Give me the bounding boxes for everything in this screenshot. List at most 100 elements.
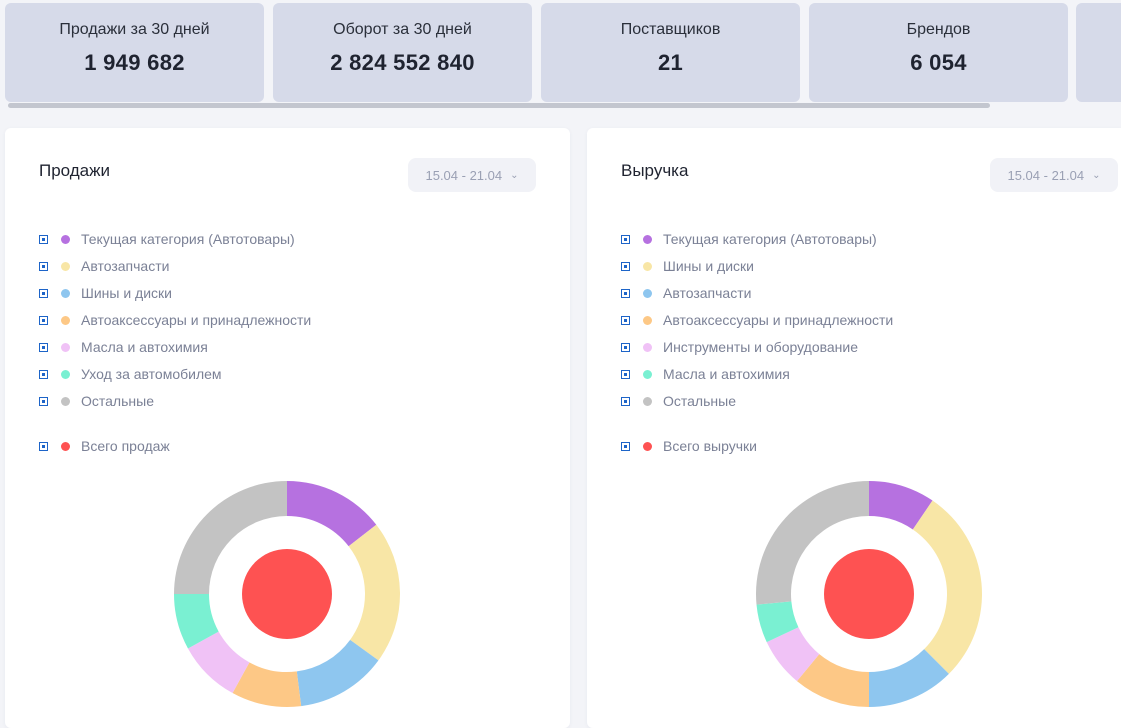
revenue-donut-chart: [756, 481, 982, 707]
legend-item[interactable]: Остальные: [39, 392, 154, 410]
legend-dot: [643, 315, 652, 325]
panel-title: Выручка: [621, 161, 689, 180]
date-range-select[interactable]: 15.04 - 21.04 ⌄: [990, 158, 1118, 192]
stat-card-suppliers: Поставщиков 21: [541, 3, 800, 102]
legend-item[interactable]: Текущая категория (Автотовары): [621, 230, 877, 248]
legend-item[interactable]: Масла и автохимия: [39, 338, 208, 356]
stat-label: Продажи за 30 дней: [59, 21, 210, 38]
legend-dot: [643, 342, 652, 352]
legend-item[interactable]: Шины и диски: [39, 284, 172, 302]
legend-label: Инструменты и оборудование: [663, 339, 859, 355]
sales-donut-chart: [174, 481, 400, 707]
checkbox-icon[interactable]: [621, 315, 630, 325]
checkbox-icon[interactable]: [39, 396, 48, 406]
legend-label: Текущая категория (Автотовары): [663, 231, 877, 247]
checkbox-icon[interactable]: [39, 234, 48, 244]
legend-dot: [643, 288, 652, 298]
legend-item[interactable]: Автоаксессуары и принадлежности: [621, 311, 893, 329]
legend-item[interactable]: Масла и автохимия: [621, 365, 790, 383]
legend-dot: [643, 369, 652, 379]
revenue-panel: Выручка 15.04 - 21.04 ⌄ Текущая категори…: [587, 128, 1121, 728]
chevron-down-icon: ⌄: [510, 169, 519, 181]
donut-slice[interactable]: [796, 654, 869, 707]
stat-card-partial: [1076, 3, 1121, 102]
checkbox-icon[interactable]: [39, 342, 48, 352]
donut-slice[interactable]: [296, 639, 379, 707]
donut-slice[interactable]: [756, 601, 799, 643]
donut-slice[interactable]: [766, 627, 820, 682]
donut-slice[interactable]: [232, 662, 302, 707]
legend-label: Автозапчасти: [81, 258, 170, 274]
legend-dot: [61, 369, 70, 379]
checkbox-icon[interactable]: [621, 261, 630, 271]
legend-label: Автоаксессуары и принадлежности: [663, 312, 894, 328]
chevron-down-icon: ⌄: [1092, 169, 1101, 181]
date-range-value: 15.04 - 21.04: [425, 167, 503, 183]
donut-slice[interactable]: [287, 481, 377, 547]
stat-card-turnover: Оборот за 30 дней 2 824 552 840: [273, 3, 532, 102]
donut-slice[interactable]: [174, 594, 219, 649]
checkbox-icon[interactable]: [621, 288, 630, 298]
legend-dot: [643, 441, 652, 451]
checkbox-icon[interactable]: [621, 369, 630, 379]
legend-label: Шины и диски: [663, 258, 754, 274]
legend-dot: [61, 288, 70, 298]
legend-dot: [61, 261, 70, 271]
donut-slice[interactable]: [869, 649, 949, 707]
stat-card-sales: Продажи за 30 дней 1 949 682: [5, 3, 264, 102]
legend-item[interactable]: Остальные: [621, 392, 736, 410]
date-range-select[interactable]: 15.04 - 21.04 ⌄: [408, 158, 536, 192]
donut-slice[interactable]: [756, 481, 869, 605]
date-range-value: 15.04 - 21.04: [1007, 167, 1085, 183]
donut-slice[interactable]: [187, 631, 250, 694]
legend-label: Уход за автомобилем: [81, 366, 222, 382]
legend-label: Остальные: [663, 393, 736, 409]
legend-item[interactable]: Инструменты и оборудование: [621, 338, 858, 356]
donut-center-total[interactable]: [824, 549, 914, 639]
donut-slice[interactable]: [912, 500, 982, 674]
legend-item-total[interactable]: Всего выручки: [621, 437, 757, 455]
stat-value: 6 054: [910, 50, 967, 75]
legend-item[interactable]: Шины и диски: [621, 257, 754, 275]
legend-label: Масла и автохимия: [81, 339, 208, 355]
checkbox-icon[interactable]: [621, 234, 630, 244]
legend-label: Всего продаж: [81, 438, 170, 454]
legend-item[interactable]: Уход за автомобилем: [39, 365, 222, 383]
legend-label: Масла и автохимия: [663, 366, 790, 382]
legend-dot: [61, 342, 70, 352]
legend-dot: [61, 441, 70, 451]
legend-item[interactable]: Текущая категория (Автотовары): [39, 230, 295, 248]
donut-slice[interactable]: [869, 481, 933, 530]
legend-dot: [61, 396, 70, 406]
legend-label: Автозапчасти: [663, 285, 752, 301]
legend-item[interactable]: Автозапчасти: [621, 284, 751, 302]
horizontal-scrollbar[interactable]: [8, 103, 990, 108]
checkbox-icon[interactable]: [39, 261, 48, 271]
stat-value: 2 824 552 840: [330, 50, 475, 75]
checkbox-icon[interactable]: [39, 369, 48, 379]
sales-panel: Продажи 15.04 - 21.04 ⌄ Текущая категори…: [5, 128, 570, 728]
legend-label: Остальные: [81, 393, 154, 409]
legend-item-total[interactable]: Всего продаж: [39, 437, 170, 455]
donut-slice[interactable]: [348, 524, 400, 661]
legend-item[interactable]: Автозапчасти: [39, 257, 169, 275]
donut-center-total[interactable]: [242, 549, 332, 639]
stat-card-brands: Брендов 6 054: [809, 3, 1068, 102]
legend-dot: [643, 234, 652, 244]
legend-dot: [61, 234, 70, 244]
checkbox-icon[interactable]: [621, 396, 630, 406]
legend-label: Всего выручки: [663, 438, 757, 454]
checkbox-icon[interactable]: [621, 342, 630, 352]
stat-value: 21: [657, 50, 684, 75]
checkbox-icon[interactable]: [39, 441, 48, 451]
stat-label: Брендов: [906, 21, 971, 38]
donut-slice[interactable]: [174, 481, 287, 594]
stat-value: 1 949 682: [84, 50, 185, 75]
legend-item[interactable]: Автоаксессуары и принадлежности: [39, 311, 311, 329]
checkbox-icon[interactable]: [621, 441, 630, 451]
panel-title: Продажи: [39, 161, 110, 180]
checkbox-icon[interactable]: [39, 315, 48, 325]
legend-label: Текущая категория (Автотовары): [81, 231, 295, 247]
stats-row: Продажи за 30 дней 1 949 682 Оборот за 3…: [0, 0, 1121, 110]
checkbox-icon[interactable]: [39, 288, 48, 298]
